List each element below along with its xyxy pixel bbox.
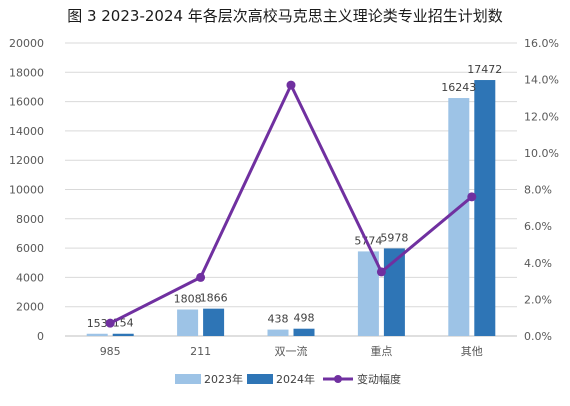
bar-value-label: 153 (87, 317, 108, 330)
category-label: 其他 (461, 345, 483, 358)
left-tick-label: 8000 (16, 213, 44, 226)
bar-2023年-重点 (357, 251, 379, 336)
line-point-985 (105, 318, 115, 328)
left-tick-label: 0 (37, 330, 44, 343)
category-label: 211 (190, 345, 211, 358)
bars (86, 80, 496, 337)
category-label: 双一流 (275, 344, 308, 358)
bar-value-label: 5978 (380, 231, 408, 244)
legend-label: 变动幅度 (357, 372, 401, 386)
category-label: 985 (100, 345, 121, 358)
legend-label: 2023年 (204, 372, 243, 386)
left-tick-label: 2000 (16, 301, 44, 314)
bar-2024年-其他 (474, 80, 496, 336)
legend: 2023年 2024年 变动幅度 (175, 372, 401, 386)
line-path (109, 83, 473, 325)
left-tick-label: 12000 (9, 154, 44, 167)
bar-value-label: 1866 (200, 292, 228, 305)
left-tick-label: 4000 (16, 271, 44, 284)
category-labels: 985 211 双一流 重点 其他 (100, 344, 483, 358)
right-tick-label: 16.0% (524, 37, 559, 50)
right-tick-label: 14.0% (524, 74, 559, 87)
left-tick-label: 14000 (9, 125, 44, 138)
bar-2024年-985 (112, 333, 134, 336)
bar-2024年-双一流 (293, 328, 315, 336)
bar-2023年-其他 (448, 98, 470, 337)
left-tick-label: 6000 (16, 242, 44, 255)
bar-2023年-985 (86, 333, 108, 336)
right-tick-label: 2.0% (524, 293, 552, 306)
line-point-其他 (467, 192, 477, 202)
left-axis: 0 2000 4000 6000 8000 10000 12000 14000 16000 180… (9, 37, 44, 343)
bar-value-label: 1808 (174, 293, 202, 306)
chart-title: 图 3 2023-2024 年各层次高校马克思主义理论类专业招生计划数 (67, 7, 503, 25)
legend-swatch (247, 374, 273, 384)
left-tick-label: 10000 (9, 184, 44, 197)
right-tick-label: 8.0% (524, 184, 552, 197)
legend-label: 2024年 (276, 372, 315, 386)
line-point-双一流 (286, 80, 296, 90)
bar-2023年-211 (177, 309, 199, 336)
bar-2024年-重点 (383, 248, 405, 336)
left-tick-label: 16000 (9, 96, 44, 109)
right-axis: 0.0% 2.0% 4.0% 6.0% 8.0% 10.0% 12.0% 14.0% 16.0% (524, 37, 559, 343)
bar-value-label: 16243 (441, 81, 476, 94)
change-rate-line (105, 80, 477, 328)
bar-2024年-211 (203, 308, 225, 336)
line-point-211 (196, 272, 206, 282)
right-tick-label: 6.0% (524, 220, 552, 233)
right-tick-label: 4.0% (524, 257, 552, 270)
left-tick-label: 20000 (9, 37, 44, 50)
right-tick-label: 12.0% (524, 110, 559, 123)
category-label: 重点 (370, 344, 392, 358)
legend-swatch (175, 374, 201, 384)
line-point-重点 (376, 267, 386, 277)
grid-lines (65, 42, 517, 337)
right-tick-label: 0.0% (524, 330, 552, 343)
legend-marker (334, 375, 342, 383)
bar-value-label: 5774 (354, 234, 382, 247)
left-tick-label: 18000 (9, 66, 44, 79)
bar-2023年-双一流 (267, 329, 289, 336)
right-tick-label: 10.0% (524, 147, 559, 160)
bar-value-label: 498 (294, 312, 315, 325)
bar-value-label: 17472 (467, 63, 502, 76)
bar-value-label: 438 (268, 313, 289, 326)
